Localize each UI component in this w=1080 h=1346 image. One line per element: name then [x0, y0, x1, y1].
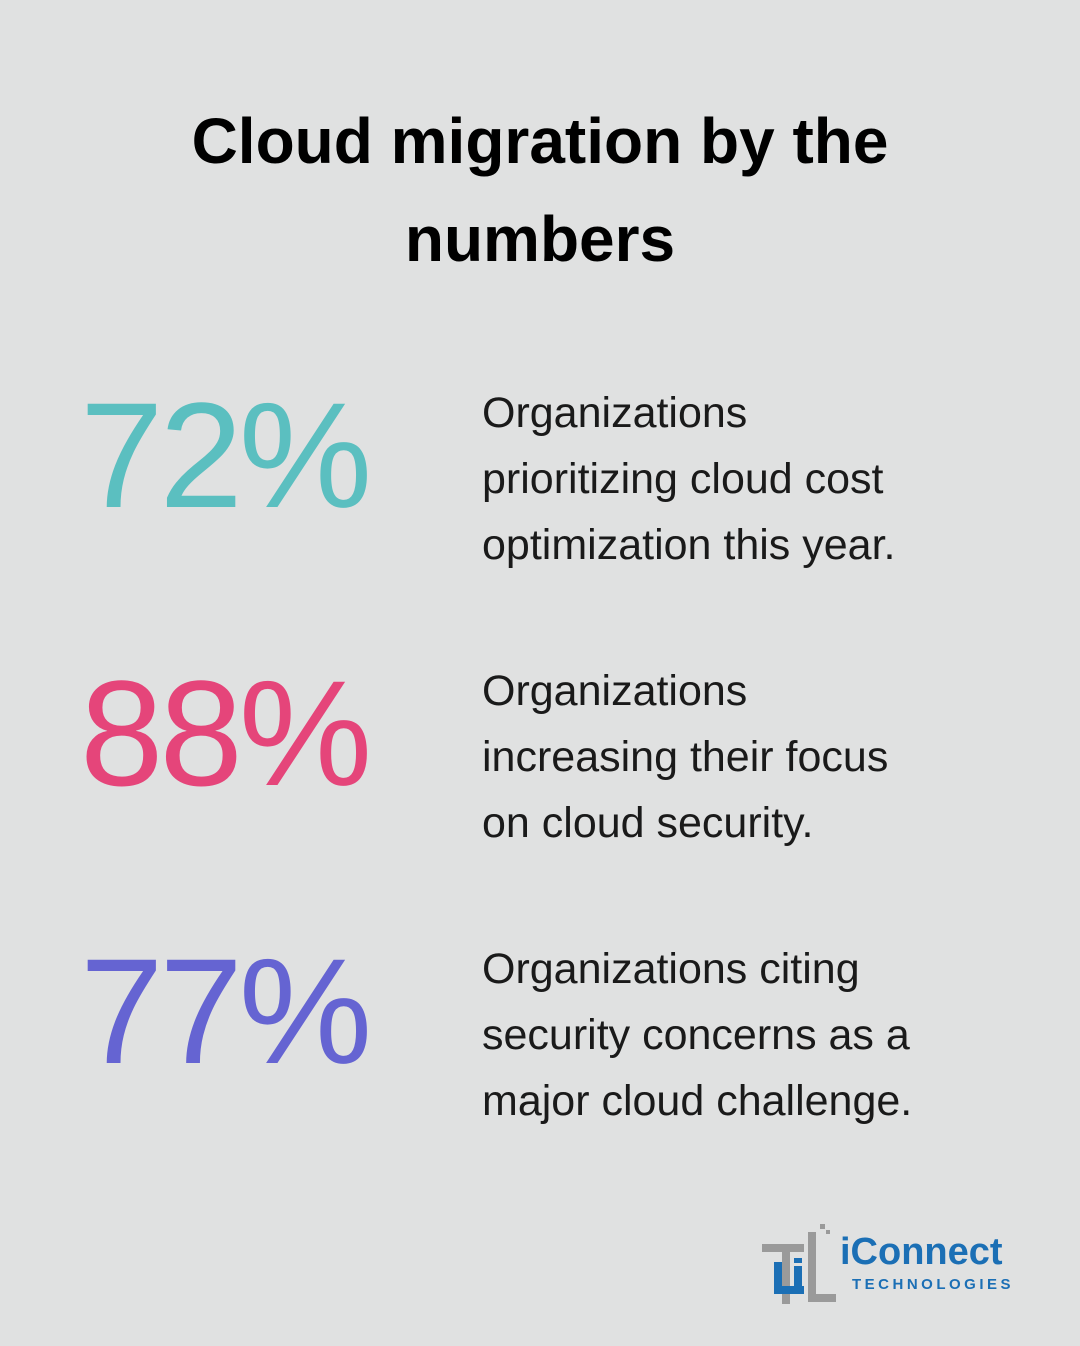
stat: 88% Organizations increasing their focus on…: [0, 658, 1080, 898]
stat-value: 88%: [80, 649, 372, 817]
stat-description: Organizations citing security concerns as…: [482, 936, 912, 1134]
stat-value: 72%: [80, 371, 372, 539]
stat-value: 77%: [80, 927, 372, 1095]
logo-tagline: TECHNOLOGIES: [852, 1276, 1015, 1293]
description-line: on cloud security.: [482, 799, 814, 847]
description-line: Organizations citing: [482, 945, 860, 993]
logo-icon: [762, 1224, 836, 1304]
description-line: Organizations: [482, 667, 748, 715]
logo-name: iConnect: [840, 1231, 1003, 1273]
stat: 72% Organizations prioritizing cloud cost o…: [0, 380, 1080, 620]
title: Cloud migration by the numbers: [191, 105, 889, 275]
description-line: prioritizing cloud cost: [482, 455, 884, 503]
description-line: Organizations: [482, 389, 748, 437]
stat-description: Organizations prioritizing cloud cost opti…: [482, 380, 895, 578]
description-line: increasing their focus: [482, 733, 889, 781]
description-line: major cloud challenge.: [482, 1077, 913, 1125]
stat-description: Organizations increasing their focus on cl…: [482, 658, 888, 856]
description-line: security concerns as a: [482, 1011, 910, 1059]
logo: iConnect TECHNOLOGIES: [760, 1222, 1050, 1312]
stat: 77% Organizations citing security concerns…: [0, 936, 1080, 1176]
description-line: optimization this year.: [482, 521, 896, 569]
